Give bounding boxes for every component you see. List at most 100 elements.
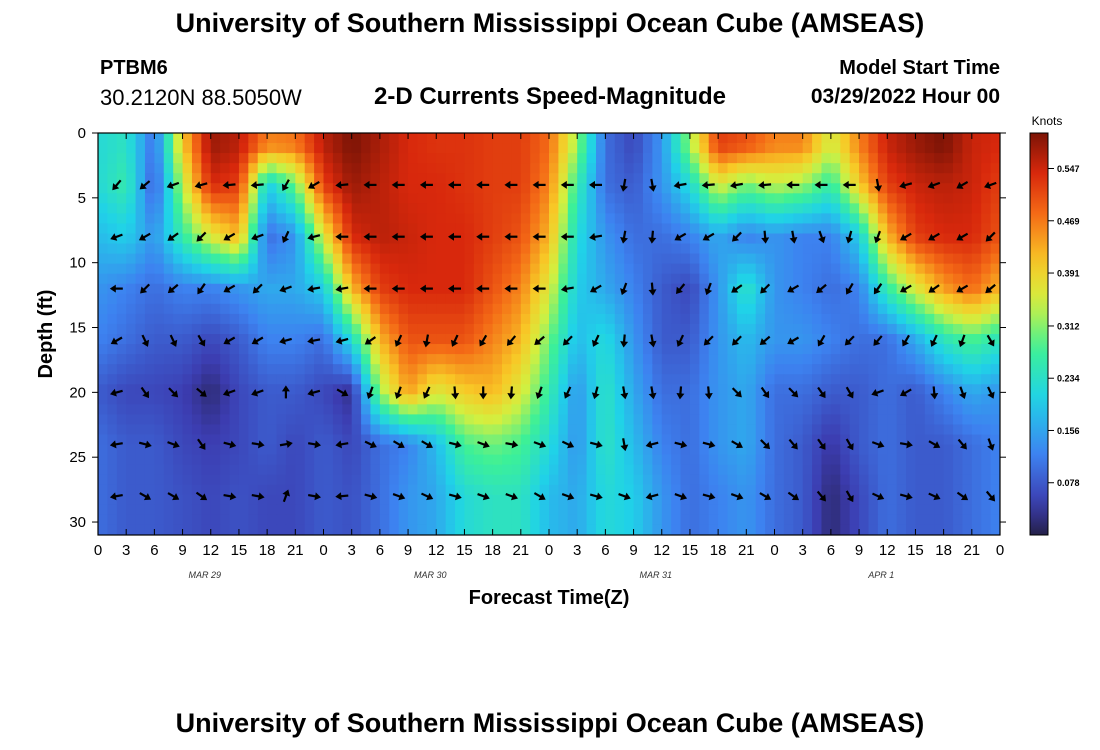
heatmap-cell <box>144 203 155 214</box>
heatmap-cell <box>783 334 794 345</box>
heatmap-cell <box>577 263 588 275</box>
heatmap-cell <box>981 173 992 184</box>
heatmap-cell <box>671 484 682 496</box>
heatmap-cell <box>502 133 513 144</box>
heatmap-cell <box>689 334 700 345</box>
heatmap-cell <box>783 313 794 325</box>
current-arrow <box>956 284 969 293</box>
heatmap-cell <box>502 303 513 315</box>
heatmap-cell <box>746 303 757 315</box>
heatmap-cell <box>934 293 945 305</box>
heatmap-cell <box>173 143 184 154</box>
heatmap-cell <box>445 424 456 436</box>
heatmap-cell <box>849 203 860 214</box>
heatmap-cell <box>896 344 907 355</box>
heatmap-cell <box>718 494 729 506</box>
heatmap-cell <box>163 273 174 285</box>
heatmap-cell <box>191 163 202 174</box>
heatmap-cell <box>689 223 700 235</box>
heatmap-cell <box>163 173 174 184</box>
heatmap-cell <box>511 444 522 456</box>
heatmap-cell <box>144 273 155 285</box>
heatmap-cell <box>943 273 954 285</box>
heatmap-cell <box>614 273 625 285</box>
heatmap-cell <box>962 454 973 466</box>
heatmap-cell <box>614 524 625 535</box>
heatmap-cell <box>877 494 888 506</box>
heatmap-cell <box>605 143 616 154</box>
heatmap-cell <box>990 394 1000 405</box>
heatmap-cell <box>182 303 193 315</box>
heatmap-cell <box>191 193 202 204</box>
heatmap-cell <box>304 203 315 214</box>
heatmap-cell <box>924 524 935 535</box>
heatmap-cell <box>549 364 559 375</box>
heatmap-cell <box>314 484 325 496</box>
heatmap-cell <box>915 364 926 375</box>
heatmap-cell <box>445 213 456 225</box>
heatmap-cell <box>680 434 691 446</box>
heatmap-cell <box>98 133 108 144</box>
heatmap-cell <box>323 283 334 295</box>
heatmap-cell <box>408 444 419 456</box>
heatmap-cell <box>624 364 635 375</box>
heatmap-cell <box>558 303 569 315</box>
heatmap-cell <box>765 243 776 255</box>
heatmap-cell <box>126 484 137 496</box>
heatmap-cell <box>765 253 776 265</box>
heatmap-cell <box>887 394 898 405</box>
heatmap-cell <box>793 444 804 456</box>
heatmap-cell <box>267 223 278 235</box>
heatmap-cell <box>896 243 907 255</box>
heatmap-cell <box>304 354 315 365</box>
heatmap-cell <box>107 434 118 446</box>
heatmap-cell <box>351 494 362 506</box>
heatmap-cell <box>859 374 870 385</box>
heatmap-cell <box>577 384 588 395</box>
heatmap-cell <box>558 233 569 245</box>
heatmap-cell <box>981 303 992 315</box>
heatmap-cell <box>314 524 325 535</box>
heatmap-cell <box>953 213 964 225</box>
heatmap-cell <box>605 334 616 345</box>
heatmap-cell <box>765 283 776 295</box>
heatmap-cell <box>201 494 212 506</box>
heatmap-cell <box>492 323 503 335</box>
heatmap-cell <box>455 524 466 535</box>
heatmap-cell <box>812 384 823 395</box>
current-arrow <box>702 232 715 241</box>
heatmap-cell <box>229 364 240 375</box>
current-arrow <box>704 282 713 296</box>
heatmap-cell <box>342 404 353 415</box>
heatmap-cell <box>642 203 653 214</box>
heatmap-cell <box>934 434 945 446</box>
heatmap-cell <box>126 223 137 235</box>
heatmap-cell <box>135 193 146 204</box>
heatmap-cell <box>633 484 644 496</box>
heatmap-cell <box>370 303 381 315</box>
heatmap-cell <box>765 474 776 486</box>
heatmap-cell <box>314 384 325 395</box>
heatmap-cell <box>652 424 663 436</box>
heatmap-cell <box>473 484 484 496</box>
heatmap-cell <box>285 494 296 506</box>
heatmap-cell <box>107 384 118 395</box>
heatmap-cell <box>492 474 503 486</box>
heatmap-cell <box>934 454 945 466</box>
heatmap-cell <box>238 414 249 426</box>
heatmap-cell <box>661 283 672 295</box>
heatmap-cell <box>549 283 559 295</box>
heatmap-cell <box>896 203 907 214</box>
y-tick-label: 10 <box>69 255 86 272</box>
heatmap-cell <box>924 293 935 305</box>
heatmap-cell <box>361 504 372 516</box>
heatmap-cell <box>210 344 221 355</box>
heatmap-cell <box>906 283 917 295</box>
heatmap-cell <box>915 193 926 204</box>
heatmap-cell <box>267 454 278 466</box>
heatmap-cell <box>971 364 982 375</box>
heatmap-cell <box>248 474 259 486</box>
heatmap-cell <box>276 344 287 355</box>
current-arrow <box>561 440 575 449</box>
heatmap-cell <box>595 273 606 285</box>
